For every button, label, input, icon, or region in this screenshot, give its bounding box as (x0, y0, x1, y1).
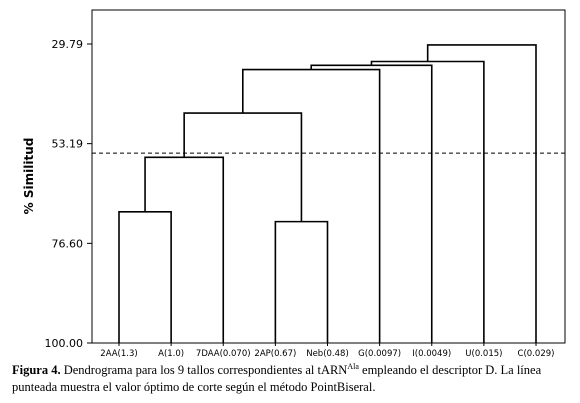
leaf-label: C(0.029) (518, 349, 555, 359)
dendrogram-link (426, 44, 537, 343)
caption-superscript: Ala (347, 361, 359, 371)
leaf-label: 2AP(0.67) (254, 349, 296, 359)
dendrogram-link (310, 64, 433, 343)
caption-label: Figura 4. (12, 363, 61, 377)
dendrogram-links (118, 44, 537, 343)
dendrogram-svg: 29.79 53.19 76.60 100.00 2AA(1.3) A(1.0) 7DAA… (22, 9, 566, 359)
caption-text-end: empleando el descriptor D. La línea punt… (12, 363, 542, 394)
y-tick-label: 100.00 (45, 337, 84, 350)
leaf-label: A(1.0) (158, 349, 184, 359)
leaf-label: U(0.015) (465, 349, 502, 359)
leaf-label: 7DAA(0.070) (196, 349, 251, 359)
caption-text-start: Dendrograma para los 9 tallos correspond… (60, 363, 348, 377)
dendrogram-link (370, 60, 485, 343)
dendrogram-chart: 29.79 53.19 76.60 100.00 2AA(1.3) A(1.0) 7DAA… (22, 9, 566, 359)
y-tick-label: 53.19 (52, 138, 84, 151)
plot-frame (91, 9, 566, 344)
dendrogram-link (241, 68, 381, 343)
leaf-label: 2AA(1.3) (100, 349, 137, 359)
y-axis-label: % Similitud (22, 138, 36, 215)
leaf-labels: 2AA(1.3) A(1.0) 7DAA(0.070) 2AP(0.67) Neb(0.… (100, 343, 554, 359)
dendrogram-link (144, 156, 225, 343)
y-tick-label: 76.60 (52, 237, 84, 250)
leaf-label: G(0.0097) (358, 349, 401, 359)
leaf-label: I(0.0049) (412, 349, 451, 359)
figure-caption: Figura 4. Dendrograma para los 9 tallos … (12, 362, 572, 396)
y-axis-ticks: 29.79 53.19 76.60 100.00 (45, 38, 92, 350)
dendrogram-link (274, 220, 329, 343)
y-tick-label: 29.79 (52, 38, 84, 51)
dendrogram-link (118, 211, 172, 343)
leaf-label: Neb(0.48) (306, 349, 349, 359)
dendrogram-link (183, 112, 303, 222)
